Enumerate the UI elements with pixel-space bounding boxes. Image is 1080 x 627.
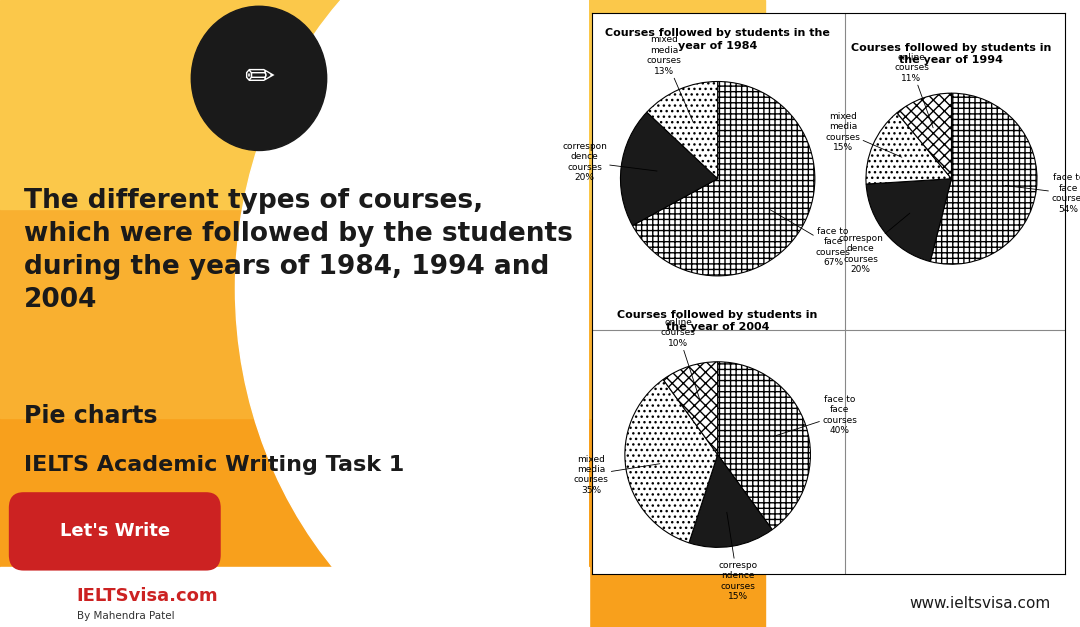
Text: face to
face
courses
54%: face to face courses 54% bbox=[1005, 174, 1080, 214]
Wedge shape bbox=[647, 82, 718, 179]
Text: Let's Write: Let's Write bbox=[59, 522, 170, 540]
Title: Courses followed by students in
the year of 2004: Courses followed by students in the year… bbox=[618, 310, 818, 332]
Circle shape bbox=[191, 6, 326, 150]
Wedge shape bbox=[717, 362, 810, 530]
Bar bbox=[0, 567, 589, 627]
Text: correspon
dence
courses
20%: correspon dence courses 20% bbox=[838, 213, 909, 274]
Text: online
courses
10%: online courses 10% bbox=[661, 318, 700, 399]
Title: Courses followed by students in
the year of 1994: Courses followed by students in the year… bbox=[851, 43, 1052, 65]
Text: www.ieltsvisa.com: www.ieltsvisa.com bbox=[909, 596, 1051, 611]
Wedge shape bbox=[633, 82, 815, 276]
Wedge shape bbox=[866, 179, 951, 261]
Text: online
courses
11%: online courses 11% bbox=[894, 53, 933, 128]
Text: By Mahendra Patel: By Mahendra Patel bbox=[77, 611, 174, 621]
Title: Courses followed by students in the
year of 1984: Courses followed by students in the year… bbox=[605, 28, 831, 51]
Text: The different types of courses,
which were followed by the students
during the y: The different types of courses, which we… bbox=[24, 188, 572, 313]
Text: mixed
media
courses
13%: mixed media courses 13% bbox=[647, 36, 693, 123]
FancyBboxPatch shape bbox=[9, 492, 220, 571]
Text: face to
face
courses
40%: face to face courses 40% bbox=[773, 395, 856, 436]
Wedge shape bbox=[930, 93, 1037, 264]
Text: Pie charts: Pie charts bbox=[24, 404, 157, 428]
Wedge shape bbox=[866, 113, 951, 184]
Text: correspo
ndence
courses
15%: correspo ndence courses 15% bbox=[718, 512, 757, 601]
Wedge shape bbox=[663, 362, 718, 455]
Text: ✏: ✏ bbox=[244, 61, 274, 95]
Wedge shape bbox=[689, 455, 772, 547]
Bar bbox=[0, 418, 766, 627]
Text: mixed
media
courses
15%: mixed media courses 15% bbox=[826, 112, 902, 157]
Bar bbox=[0, 209, 766, 418]
Text: correspon
dence
courses
20%: correspon dence courses 20% bbox=[563, 142, 657, 182]
Text: mixed
media
courses
35%: mixed media courses 35% bbox=[573, 455, 660, 495]
Wedge shape bbox=[621, 112, 718, 226]
Circle shape bbox=[235, 0, 1036, 627]
Text: IELTS Academic Writing Task 1: IELTS Academic Writing Task 1 bbox=[24, 455, 404, 475]
Bar bbox=[0, 0, 766, 209]
Wedge shape bbox=[625, 379, 718, 543]
Wedge shape bbox=[897, 93, 951, 179]
Text: face to
face
courses
67%: face to face courses 67% bbox=[770, 210, 851, 267]
Text: IELTSvisa.com: IELTSvisa.com bbox=[77, 587, 218, 604]
